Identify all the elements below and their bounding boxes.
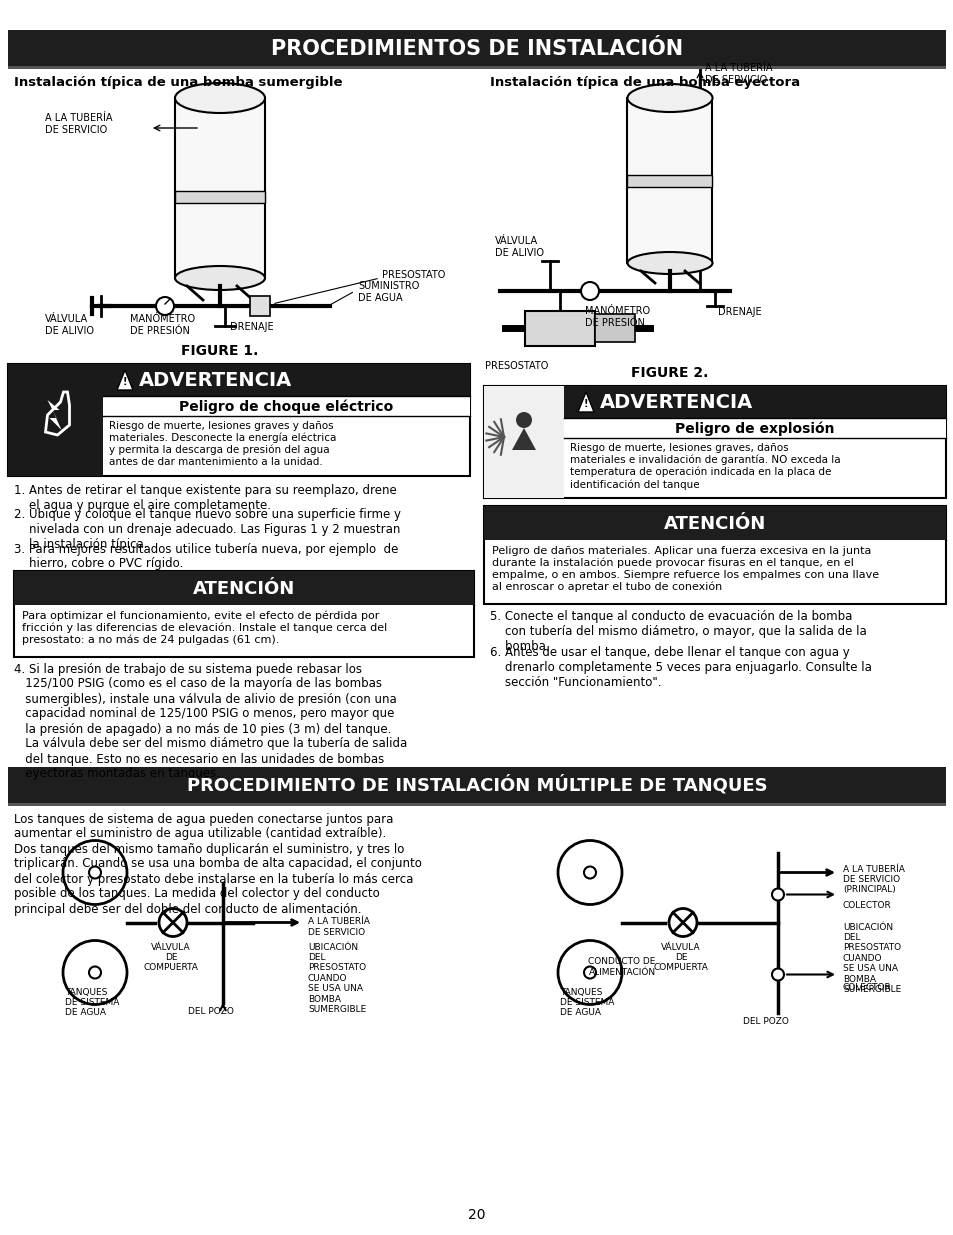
Text: A LA TUBERÍA
DE SERVICIO: A LA TUBERÍA DE SERVICIO bbox=[308, 918, 370, 937]
Text: A LA TUBERÍA
DE SERVICIO
(PRINCIPAL): A LA TUBERÍA DE SERVICIO (PRINCIPAL) bbox=[842, 864, 904, 894]
Circle shape bbox=[89, 867, 101, 878]
Bar bbox=[174, 98, 265, 278]
Text: Los tanques de sistema de agua pueden conectarse juntos para
aumentar el suminis: Los tanques de sistema de agua pueden co… bbox=[14, 813, 421, 915]
Circle shape bbox=[771, 968, 783, 981]
Text: DEL POZO: DEL POZO bbox=[742, 1016, 788, 1025]
Circle shape bbox=[668, 909, 697, 936]
Text: VÁLVULA
DE
COMPUERTA: VÁLVULA DE COMPUERTA bbox=[653, 942, 708, 972]
Text: PROCEDIMIENTOS DE INSTALACIÓN: PROCEDIMIENTOS DE INSTALACIÓN bbox=[271, 40, 682, 59]
Ellipse shape bbox=[174, 266, 265, 290]
Text: Peligro de explosión: Peligro de explosión bbox=[675, 421, 834, 436]
Bar bbox=[250, 296, 270, 316]
Bar bbox=[14, 571, 474, 657]
Text: UBICACIÓN
DEL
PRESOSTATO
CUANDO
SE USA UNA
BOMBA
SUMERGIBLE: UBICACIÓN DEL PRESOSTATO CUANDO SE USA U… bbox=[308, 942, 366, 1014]
Text: ADVERTENCIA: ADVERTENCIA bbox=[139, 372, 292, 390]
Circle shape bbox=[516, 412, 532, 429]
Text: FIGURE 1.: FIGURE 1. bbox=[181, 345, 258, 358]
Bar bbox=[483, 387, 563, 498]
Bar bbox=[627, 98, 712, 263]
Bar bbox=[483, 387, 945, 498]
Text: FIGURE 2.: FIGURE 2. bbox=[631, 366, 708, 380]
Polygon shape bbox=[48, 400, 61, 430]
Text: PROCEDIMIENTO DE INSTALACIÓN MÚLTIPLE DE TANQUES: PROCEDIMIENTO DE INSTALACIÓN MÚLTIPLE DE… bbox=[187, 774, 766, 794]
Text: TANQUES
DE SISTEMA
DE AGUA: TANQUES DE SISTEMA DE AGUA bbox=[65, 988, 119, 1018]
Ellipse shape bbox=[627, 84, 712, 112]
Text: 20: 20 bbox=[468, 1208, 485, 1221]
Text: PRESOSTATO: PRESOSTATO bbox=[381, 270, 445, 280]
Bar bbox=[14, 571, 474, 604]
Polygon shape bbox=[578, 391, 594, 412]
Circle shape bbox=[63, 941, 127, 1004]
Polygon shape bbox=[512, 429, 536, 450]
Text: VÁLVULA
DE ALIVIO: VÁLVULA DE ALIVIO bbox=[45, 314, 94, 336]
Circle shape bbox=[558, 941, 621, 1004]
Text: Instalación típica de una bomba eyectora: Instalación típica de una bomba eyectora bbox=[490, 77, 800, 89]
Text: DRENAJE: DRENAJE bbox=[230, 322, 274, 332]
Bar bbox=[595, 314, 635, 342]
Text: Riesgo de muerte, lesiones graves, daños
materiales e invalidación de garantía. : Riesgo de muerte, lesiones graves, daños… bbox=[569, 443, 840, 489]
Bar bbox=[483, 506, 945, 540]
Text: DEL POZO: DEL POZO bbox=[188, 1007, 233, 1015]
Bar bbox=[8, 65, 945, 69]
Text: DRENAJE: DRENAJE bbox=[718, 308, 760, 317]
Text: Peligro de choque eléctrico: Peligro de choque eléctrico bbox=[179, 400, 394, 414]
Circle shape bbox=[583, 967, 596, 978]
Text: ADVERTENCIA: ADVERTENCIA bbox=[599, 394, 753, 412]
Bar bbox=[563, 387, 945, 417]
Text: 1. Antes de retirar el tanque existente para su reemplazo, drene
    el agua y p: 1. Antes de retirar el tanque existente … bbox=[14, 484, 396, 513]
Circle shape bbox=[558, 841, 621, 904]
Text: TANQUES
DE SISTEMA
DE AGUA: TANQUES DE SISTEMA DE AGUA bbox=[559, 988, 614, 1018]
Text: COLECTOR: COLECTOR bbox=[842, 900, 891, 909]
Text: VÁLVULA
DE
COMPUERTA: VÁLVULA DE COMPUERTA bbox=[143, 942, 198, 972]
Bar bbox=[627, 174, 712, 186]
Bar bbox=[8, 803, 945, 805]
Bar bbox=[8, 767, 945, 803]
Text: Peligro de daños materiales. Aplicar una fuerza excesiva en la junta
durante la : Peligro de daños materiales. Aplicar una… bbox=[492, 546, 879, 592]
Bar bbox=[8, 364, 103, 475]
Circle shape bbox=[771, 888, 783, 900]
Circle shape bbox=[89, 967, 101, 978]
Circle shape bbox=[580, 282, 598, 300]
Text: SUMINISTRO
DE AGUA: SUMINISTRO DE AGUA bbox=[357, 282, 419, 303]
Bar bbox=[174, 191, 265, 203]
Bar bbox=[483, 506, 945, 604]
Ellipse shape bbox=[174, 83, 265, 112]
Ellipse shape bbox=[627, 252, 712, 274]
Text: A LA TUBERÍA
DE SERVICIO: A LA TUBERÍA DE SERVICIO bbox=[45, 112, 112, 135]
Text: !: ! bbox=[583, 399, 588, 409]
Text: CONDUCTO DE
ALIMENTACIÓN: CONDUCTO DE ALIMENTACIÓN bbox=[588, 957, 655, 977]
Text: MANÓMETRO
DE PRESIÓN: MANÓMETRO DE PRESIÓN bbox=[584, 306, 649, 327]
Text: 3. Para mejores resultados utilice tubería nueva, por ejemplo  de
    hierro, co: 3. Para mejores resultados utilice tuber… bbox=[14, 542, 398, 571]
Text: Para optimizar el funcionamiento, evite el efecto de pérdida por
fricción y las : Para optimizar el funcionamiento, evite … bbox=[22, 610, 387, 646]
Bar bbox=[563, 417, 945, 438]
Circle shape bbox=[63, 841, 127, 904]
Bar bbox=[8, 364, 470, 475]
Text: ATENCIÓN: ATENCIÓN bbox=[193, 579, 294, 598]
Circle shape bbox=[156, 296, 173, 315]
Text: MANÓMETRO
DE PRESIÓN: MANÓMETRO DE PRESIÓN bbox=[130, 314, 195, 336]
Circle shape bbox=[583, 867, 596, 878]
Text: VÁLVULA
DE ALIVIO: VÁLVULA DE ALIVIO bbox=[495, 236, 543, 258]
Bar bbox=[524, 311, 595, 346]
Text: !: ! bbox=[123, 377, 127, 387]
Text: 4. Si la presión de trabajo de su sistema puede rebasar los
   125/100 PSIG (com: 4. Si la presión de trabajo de su sistem… bbox=[14, 662, 407, 781]
Text: 2. Ubique y coloque el tanque nuevo sobre una superficie firme y
    nivelada co: 2. Ubique y coloque el tanque nuevo sobr… bbox=[14, 508, 400, 551]
Text: COLECTOR: COLECTOR bbox=[842, 983, 891, 992]
Text: 5. Conecte el tanque al conducto de evacuación de la bomba
    con tubería del m: 5. Conecte el tanque al conducto de evac… bbox=[490, 610, 866, 653]
Text: ATENCIÓN: ATENCIÓN bbox=[663, 515, 765, 534]
Bar bbox=[103, 396, 470, 416]
Text: 6. Antes de usar el tanque, debe llenar el tanque con agua y
    drenarlo comple: 6. Antes de usar el tanque, debe llenar … bbox=[490, 646, 871, 689]
Bar bbox=[103, 364, 470, 396]
Text: UBICACIÓN
DEL
PRESOSTATO
CUANDO
SE USA UNA
BOMBA
SUMERGIBLE: UBICACIÓN DEL PRESOSTATO CUANDO SE USA U… bbox=[842, 923, 901, 994]
Polygon shape bbox=[117, 370, 132, 390]
Text: Instalación típica de una bomba sumergible: Instalación típica de una bomba sumergib… bbox=[14, 77, 342, 89]
Circle shape bbox=[159, 909, 187, 936]
Text: PRESOSTATO: PRESOSTATO bbox=[484, 361, 548, 370]
Text: Riesgo de muerte, lesiones graves y daños
materiales. Desconecte la energía eléc: Riesgo de muerte, lesiones graves y daño… bbox=[109, 421, 336, 467]
Bar bbox=[8, 30, 945, 65]
Text: A LA TUBERÍA
DE SERVICIO: A LA TUBERÍA DE SERVICIO bbox=[704, 63, 772, 85]
